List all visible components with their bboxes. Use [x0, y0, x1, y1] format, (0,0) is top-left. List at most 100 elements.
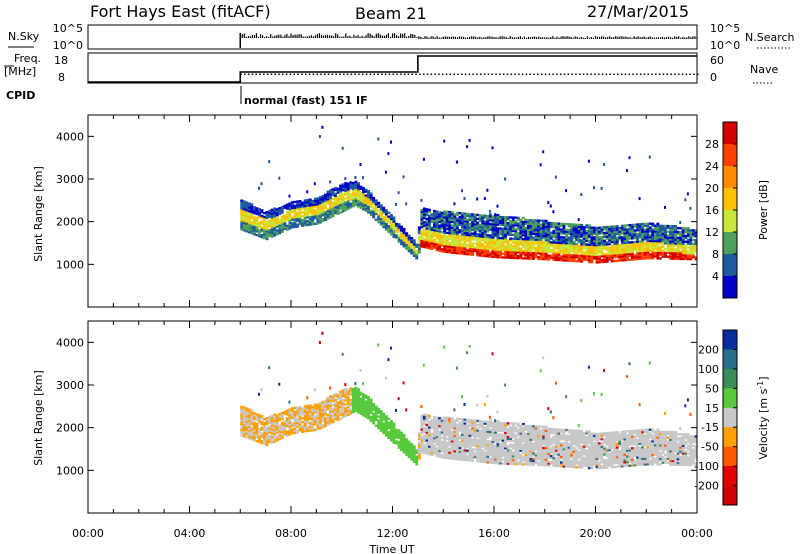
power-cell	[529, 232, 533, 235]
power-cell	[349, 202, 353, 205]
power-cell	[562, 251, 566, 254]
velocity-cell	[463, 437, 467, 440]
velocity-cell	[478, 448, 482, 452]
power-cell	[554, 256, 558, 260]
power-cell	[572, 229, 576, 232]
velocity-cell	[293, 406, 297, 410]
power-cell	[367, 207, 370, 210]
velocity-cell	[428, 435, 431, 439]
power-cell	[445, 216, 449, 219]
velocity-cell	[268, 427, 272, 430]
velocity-cell	[448, 438, 452, 441]
power-cell	[275, 223, 279, 226]
power-cell	[664, 226, 667, 229]
power-cell	[486, 224, 490, 227]
nave-dot	[373, 73, 375, 75]
velocity-cell	[369, 410, 373, 413]
power-cell	[351, 205, 355, 208]
velocity-cell	[458, 435, 462, 438]
power-cell	[481, 233, 485, 236]
velocity-cell	[346, 388, 350, 391]
power-cell	[448, 222, 452, 225]
power-cell	[285, 203, 289, 206]
velocity-cell	[311, 423, 315, 426]
nave-dot	[468, 73, 471, 75]
power-cell	[613, 246, 617, 249]
power-cell	[245, 224, 249, 227]
power-cell	[542, 233, 546, 236]
velocity-cell	[296, 412, 299, 415]
power-cell	[392, 218, 396, 221]
power-cell	[595, 251, 599, 254]
power-cell	[628, 235, 632, 238]
velocity-cell	[450, 453, 454, 456]
velocity-cell	[483, 447, 487, 450]
power-cell	[691, 238, 695, 242]
power-cell	[420, 237, 424, 240]
velocity-cell	[455, 417, 459, 420]
velocity-cell	[306, 418, 310, 421]
power-cell	[245, 201, 249, 204]
power-cell	[468, 243, 472, 246]
power-cell	[511, 241, 515, 244]
power-cell	[483, 222, 487, 225]
colorbar-segment	[723, 188, 737, 211]
power-cell	[542, 258, 546, 261]
velocity-cell	[430, 438, 434, 441]
power-cell	[478, 217, 482, 221]
power-cell	[494, 238, 497, 241]
power-cell	[679, 240, 683, 243]
power-cell	[374, 205, 378, 208]
power-cell	[499, 244, 502, 247]
power-cell	[392, 224, 396, 227]
power-cell	[613, 252, 617, 255]
power-cell	[575, 244, 579, 247]
power-cell	[417, 228, 421, 231]
velocity-cell	[445, 449, 449, 452]
power-cell	[562, 255, 566, 258]
power-cell	[684, 229, 688, 232]
power-cell	[620, 247, 624, 250]
power-cell	[481, 250, 485, 254]
power-cell	[316, 212, 320, 215]
power-cell	[524, 255, 528, 258]
power-cell	[496, 248, 500, 251]
velocity-cell	[445, 447, 449, 450]
power-cell	[367, 201, 370, 204]
velocity-cell	[435, 429, 439, 433]
power-cell	[285, 211, 289, 214]
velocity-cell	[471, 430, 475, 434]
power-cell	[471, 213, 475, 216]
power-cell	[357, 188, 360, 191]
power-cell	[554, 233, 558, 237]
velocity-cell	[422, 413, 426, 416]
velocity-cell	[415, 449, 419, 452]
velocity-cell	[422, 436, 426, 439]
velocity-cell	[463, 424, 467, 427]
power-cell	[359, 202, 363, 206]
power-cell	[260, 222, 264, 225]
power-cell	[486, 243, 490, 246]
power-cell	[321, 202, 325, 205]
power-cell	[651, 255, 655, 258]
velocity-cell	[316, 418, 320, 421]
velocity-cell	[387, 433, 391, 436]
velocity-cell	[428, 416, 431, 419]
velocity-cell	[453, 430, 457, 434]
power-cell	[514, 220, 518, 223]
power-cell	[481, 247, 485, 250]
power-cell	[291, 224, 294, 227]
power-cell	[283, 218, 287, 221]
power-cell	[572, 242, 576, 245]
freq-tick-bottom: 8	[58, 71, 65, 84]
power-cell	[648, 234, 652, 237]
power-cell	[364, 194, 368, 197]
power-cell	[387, 219, 391, 222]
nave-dot	[518, 73, 520, 75]
velocity-cell	[321, 410, 325, 413]
power-cell	[478, 254, 482, 257]
power-cell	[463, 249, 467, 252]
power-cell	[544, 252, 548, 255]
velocity-cell	[448, 424, 452, 427]
velocity-cell	[324, 422, 327, 425]
